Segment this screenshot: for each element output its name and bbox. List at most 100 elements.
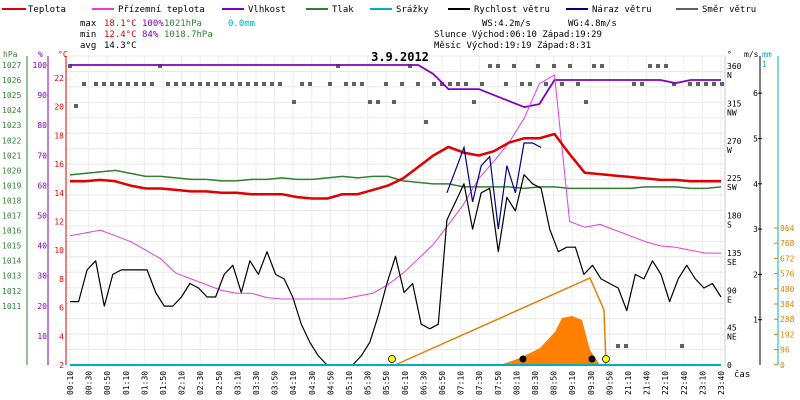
wind-direction-point [222, 82, 226, 86]
x-tick-label: 00:10 [66, 371, 75, 395]
x-tick-label: 03:50 [271, 371, 280, 395]
hpa-tick-label: 1011 [2, 302, 21, 311]
wind-direction-point [214, 82, 218, 86]
dir-tick-compass: NE [727, 333, 737, 342]
dir-tick-label: 270 [727, 137, 742, 146]
dir-tick-label: 360 [727, 62, 742, 71]
pct-tick-label: 100 [33, 61, 48, 70]
wind-direction-point [118, 82, 122, 86]
wind-direction-point [632, 82, 636, 86]
wind-direction-point [110, 82, 114, 86]
x-tick-label: 07:30 [475, 371, 484, 395]
hpa-tick-label: 1016 [2, 227, 21, 236]
solar-area [500, 316, 600, 365]
hpa-tick-label: 1025 [2, 91, 21, 100]
wind-direction-point [536, 64, 540, 68]
legend-tlak: Tlak [332, 5, 354, 15]
wind-direction-point [656, 64, 660, 68]
hpa-tick-label: 1020 [2, 166, 21, 175]
wind-direction-point [94, 82, 98, 86]
x-tick-label: 22:40 [680, 371, 689, 395]
wind-direction-point [472, 100, 476, 104]
mm-tick-label: 864 [780, 224, 795, 233]
hpa-tick-label: 1013 [2, 272, 21, 281]
stat-max-label: max [80, 19, 97, 29]
wind-direction-point [704, 82, 708, 86]
hpa-tick-label: 1019 [2, 181, 21, 190]
hpa-tick-label: 1022 [2, 136, 21, 145]
unit-hpa: hPa [3, 50, 18, 59]
x-tick-label: 06:50 [438, 371, 447, 395]
legend-teplota: Teplota [28, 5, 66, 15]
pct-tick-label: 90 [37, 91, 47, 100]
mm-tick-label: 672 [780, 254, 795, 263]
wind-direction-point [198, 82, 202, 86]
ms-tick-label: 2 [753, 270, 758, 279]
pct-tick-label: 40 [37, 242, 47, 251]
hpa-tick-label: 1012 [2, 287, 21, 296]
wind-direction-point [308, 82, 312, 86]
dir-tick-label: 45 [727, 324, 737, 333]
x-tick-label: 02:50 [215, 371, 224, 395]
dir-tick-compass: SE [727, 258, 737, 267]
x-tick-label: 06:30 [419, 371, 428, 395]
x-tick-label: 08:10 [512, 371, 521, 395]
x-tick-label: 03:30 [252, 371, 261, 395]
ms-tick-label: 4 [753, 180, 758, 189]
wind-direction-point [384, 82, 388, 86]
dir-tick-label: 315 [727, 99, 742, 108]
x-tick-label: 02:10 [178, 371, 187, 395]
ms-tick-label: 3 [753, 225, 758, 234]
hpa-tick-label: 1015 [2, 242, 21, 251]
wind-direction-point [648, 64, 652, 68]
temp-tick-label: 16 [54, 160, 64, 169]
stat-min-temp: 12.4°C [104, 30, 137, 40]
x-tick-label: 05:10 [345, 371, 354, 395]
wind-direction-point [480, 82, 484, 86]
stat-min-hum: 84% [142, 30, 159, 40]
x-tick-label: 01:10 [122, 371, 131, 395]
series-layer [68, 64, 724, 366]
stats: max 18.1°C 100% 1021hPa 0.0mm min 12.4°C… [80, 19, 617, 51]
dir-tick-label: 0 [727, 361, 732, 370]
wind-direction-point [270, 82, 274, 86]
wind-direction-point [552, 64, 556, 68]
wind-direction-point [504, 82, 508, 86]
wind-direction-point [640, 82, 644, 86]
pressure-series [69, 169, 722, 190]
mm-tick-label: 0 [780, 361, 785, 370]
wind-direction-point [158, 64, 162, 68]
pct-tick-label: 50 [37, 212, 47, 221]
x-tick-label: 07:50 [494, 371, 503, 395]
ms-tick-label: 5 [753, 134, 758, 143]
x-tick-label: 00:50 [103, 371, 112, 395]
temp-tick-label: 12 [54, 218, 64, 227]
x-tick-label: 21:10 [624, 371, 633, 395]
dir-tick-label: 225 [727, 174, 742, 183]
hpa-tick-label: 1027 [2, 61, 21, 70]
dir-tick-compass: E [727, 295, 732, 304]
humidity-series [70, 64, 721, 108]
stat-avg-label: avg [80, 41, 96, 51]
dir-tick-compass: S [727, 221, 732, 230]
wind-direction-point [712, 82, 716, 86]
wind-direction-point [616, 344, 620, 348]
wind-direction-point [488, 64, 492, 68]
stat-max-temp: 18.1°C [104, 19, 137, 29]
x-tick-label: 01:50 [159, 371, 168, 395]
dir-tick-compass: N [727, 71, 732, 80]
temp-tick-label: 22 [54, 74, 64, 83]
wind-direction-point [448, 82, 452, 86]
wind-direction-point [424, 120, 428, 124]
wind-direction-point [126, 82, 130, 86]
stat-moon: Měsíc Východ:19:19 Západ:8:31 [434, 41, 591, 51]
wind-direction-point [238, 82, 242, 86]
wind-direction-point [496, 64, 500, 68]
x-tick-label: 23:10 [698, 371, 707, 395]
wind-direction-point [520, 82, 524, 86]
wind-direction-point [592, 64, 596, 68]
wind-direction-point [262, 82, 266, 86]
legend-prizemni-teplota: Přízemní teplota [118, 5, 205, 15]
wind-direction-point [392, 100, 396, 104]
